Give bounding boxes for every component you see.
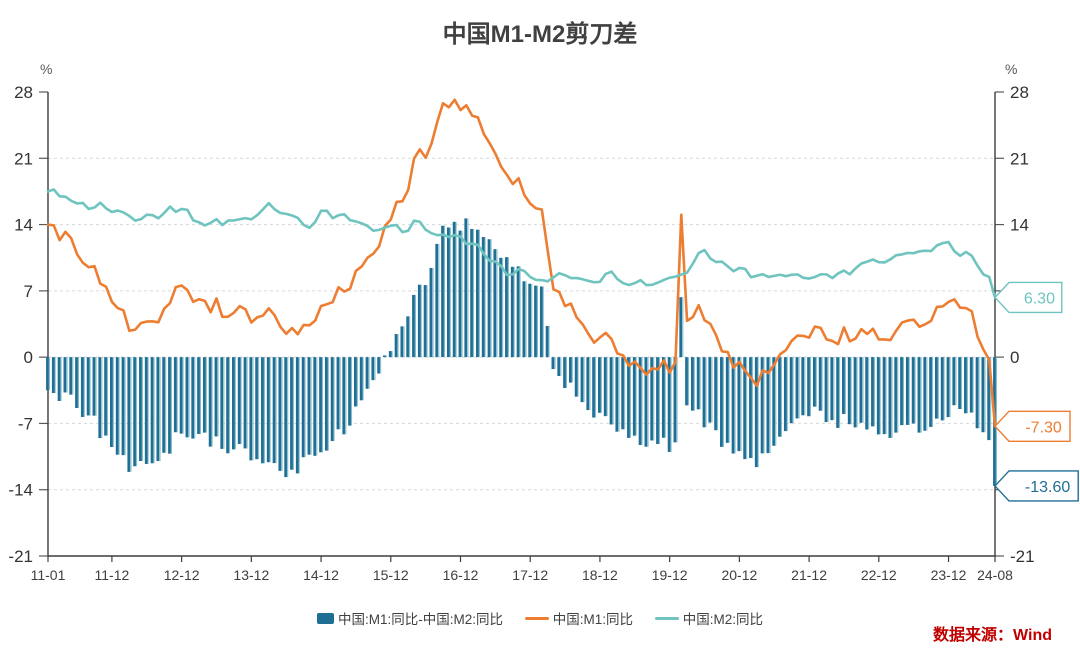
svg-text:-7: -7: [18, 414, 33, 433]
svg-text:21: 21: [1010, 149, 1029, 168]
svg-text:0: 0: [24, 348, 33, 367]
svg-text:-14: -14: [8, 481, 33, 500]
svg-text:19-12: 19-12: [652, 567, 688, 583]
svg-text:17-12: 17-12: [512, 567, 548, 583]
svg-text:16-12: 16-12: [443, 567, 479, 583]
svg-text:28: 28: [1010, 83, 1029, 102]
svg-text:21-12: 21-12: [791, 567, 827, 583]
svg-text:-7.30: -7.30: [1025, 419, 1062, 436]
svg-text:22-12: 22-12: [861, 567, 897, 583]
svg-text:0: 0: [1010, 348, 1019, 367]
svg-text:23-12: 23-12: [931, 567, 967, 583]
svg-text:7: 7: [24, 282, 33, 301]
svg-text:-21: -21: [8, 547, 33, 566]
svg-text:15-12: 15-12: [373, 567, 409, 583]
svg-text:13-12: 13-12: [233, 567, 269, 583]
svg-text:20-12: 20-12: [721, 567, 757, 583]
svg-text:11-12: 11-12: [95, 567, 130, 583]
svg-text:14: 14: [14, 216, 33, 235]
svg-text:-13.60: -13.60: [1025, 479, 1070, 496]
svg-text:21: 21: [14, 149, 33, 168]
svg-text:11-01: 11-01: [31, 567, 66, 583]
svg-text:12-12: 12-12: [164, 567, 200, 583]
svg-text:18-12: 18-12: [582, 567, 618, 583]
svg-text:%: %: [1005, 61, 1017, 77]
svg-text:28: 28: [14, 83, 33, 102]
svg-text:-21: -21: [1010, 547, 1035, 566]
svg-text:14: 14: [1010, 216, 1029, 235]
svg-text:14-12: 14-12: [303, 567, 339, 583]
svg-text:6.30: 6.30: [1024, 290, 1055, 307]
svg-text:%: %: [40, 61, 52, 77]
svg-text:24-08: 24-08: [977, 567, 1013, 583]
